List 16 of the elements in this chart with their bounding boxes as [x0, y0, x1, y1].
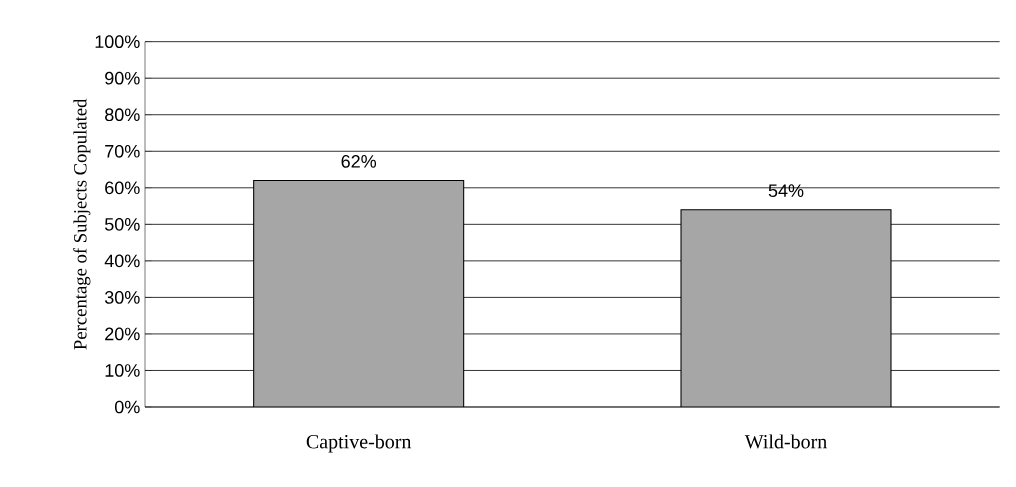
x-tick-label: Captive-born: [306, 434, 412, 453]
y-tick-label: 10%: [105, 364, 140, 377]
data-label: 54%: [768, 184, 804, 197]
y-tick-label: 30%: [104, 291, 140, 304]
y-tick-label: 80%: [105, 108, 140, 122]
y-tick-label: 40%: [104, 254, 140, 268]
y-tick-label: 90%: [105, 71, 140, 85]
y-tick-label: 50%: [104, 217, 140, 231]
y-tick-label: 60%: [105, 181, 140, 195]
y-tick-label: 20%: [105, 327, 140, 341]
x-tick-label: Wild-born: [744, 434, 827, 449]
y-tick-label: 70%: [105, 144, 140, 158]
y-tick-label: 0%: [114, 400, 140, 414]
y-tick-label: 100%: [95, 35, 140, 49]
data-label: 62%: [341, 155, 377, 168]
y-axis-title: Percentage of Subjects Copulated: [73, 98, 91, 350]
